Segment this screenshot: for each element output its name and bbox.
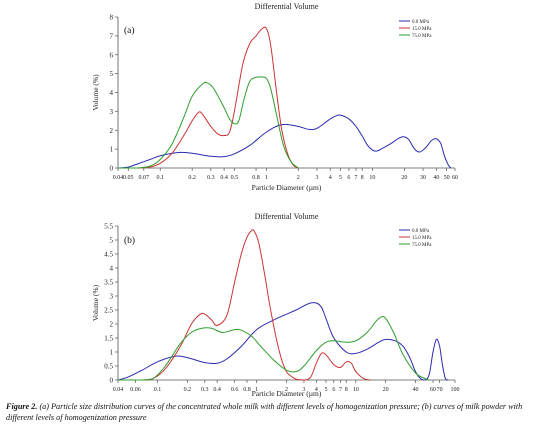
chart-a-legend-label: 75.0 MPa <box>412 34 432 39</box>
chart-a-x-tick-label: 20 <box>401 175 407 181</box>
chart-a-x-tick-label: 0.3 <box>207 175 215 181</box>
chart-b-x-tick-label: 8 <box>345 387 348 393</box>
chart-a-x-tick-label: 40 <box>433 175 439 181</box>
chart-b-legend-label: 0.0 MPa <box>412 229 430 234</box>
chart-a-y-tick-label: 4 <box>110 89 114 97</box>
chart-a-x-tick-label: 60 <box>452 175 458 181</box>
chart-b-y-tick-label: 4 <box>110 265 114 273</box>
chart-b-series-line-2 <box>117 316 430 381</box>
chart-a-x-tick-label: 10 <box>369 175 375 181</box>
chart-b-x-tick-label: 60 <box>430 387 436 393</box>
chart-a-y-tick-label: 2 <box>110 127 114 135</box>
chart-a-y-tick-label: 6 <box>110 51 114 59</box>
chart-b-x-tick-label: 1 <box>255 387 258 393</box>
chart-a-title: Differential Volume <box>255 2 319 11</box>
chart-a-x-tick-label: 6 <box>347 175 350 181</box>
chart-a-y-label: Volume (%) <box>91 74 100 111</box>
chart-b-x-tick-label: 10 <box>353 387 359 393</box>
chart-b-y-tick-label: 5 <box>110 237 114 245</box>
chart-a-x-tick-label: 50 <box>444 175 450 181</box>
chart-b-x-tick-label: 3 <box>302 387 305 393</box>
chart-b-x-tick-label: 0.1 <box>154 387 162 393</box>
chart-a-x-tick-label: 30 <box>420 175 426 181</box>
chart-a-x-tick-label: 0.1 <box>156 175 164 181</box>
caption-body: (a) Particle size distribution curves of… <box>6 402 523 422</box>
chart-b-x-tick-label: 0.3 <box>201 387 209 393</box>
chart-b-y-tick-label: 3.5 <box>104 279 113 287</box>
chart-b: Differential Volume (b) 0 0.5 1 1.5 2 2.5 3 3.5 4 4… <box>91 212 460 398</box>
chart-a-x-tick-label: 0.5 <box>231 175 239 181</box>
chart-b-x-tick-label: 2 <box>285 387 288 393</box>
chart-b-y-label: Volume (%) <box>91 284 100 321</box>
chart-a-x-tick-label: 4 <box>329 175 332 181</box>
chart-b-y-tick-label: 1.5 <box>104 335 113 343</box>
chart-a-y-tick-label: 5 <box>110 70 114 78</box>
chart-b-x-tick-label: 0.8 <box>243 387 251 393</box>
chart-b-x-tick-label: 7 <box>339 387 342 393</box>
chart-a-series-line-2 <box>118 76 299 169</box>
chart-b-title: Differential Volume <box>255 212 319 221</box>
chart-a-x-tick-label: 0.05 <box>123 175 134 181</box>
chart-b-y-tick-label: 2.5 <box>104 307 113 315</box>
chart-b-legend-label: 15.0 MPa <box>412 236 432 241</box>
chart-a-x-tick-label: 0.2 <box>188 175 196 181</box>
chart-b-x-tick-label: 0.06 <box>130 387 141 393</box>
chart-a-x-tick-label: 8 <box>361 175 364 181</box>
chart-b-panel-label: (b) <box>124 235 135 246</box>
chart-a-y-tick-label: 3 <box>110 108 114 116</box>
chart-a-series-line-1 <box>118 26 299 169</box>
chart-b-x-tick-label: 100 <box>451 387 460 393</box>
chart-a-y-tick-label: 0 <box>110 165 114 173</box>
chart-a-x-tick-label: 0.04 <box>113 175 124 181</box>
chart-b-y-tick-label: 0.5 <box>104 363 113 371</box>
chart-b-y-tick-label: 3 <box>110 293 114 301</box>
chart-a-x-tick-label: 0.4 <box>220 175 228 181</box>
chart-a-x-tick-label: 7 <box>354 175 357 181</box>
chart-a-panel-label: (a) <box>124 25 135 36</box>
chart-b-x-tick-label: 6 <box>332 387 335 393</box>
chart-b-x-tick-label: 0.6 <box>231 387 239 393</box>
chart-b-series-line-0 <box>117 302 449 381</box>
figure-caption: Figure 2. (a) Particle size distribution… <box>6 401 546 423</box>
chart-b-x-tick-label: 40 <box>413 387 419 393</box>
chart-b-y-tick-label: 0 <box>110 377 114 385</box>
chart-b-legend-label: 75.0 MPa <box>412 243 432 248</box>
chart-a-legend-label: 15.0 MPa <box>412 27 432 32</box>
chart-a-x-tick-label: 2 <box>297 175 300 181</box>
chart-b-x-tick-label: 5 <box>324 387 327 393</box>
chart-b-x-tick-label: 0.04 <box>113 387 124 393</box>
chart-a-x-tick-label: 3 <box>315 175 318 181</box>
chart-a-x-tick-label: 5 <box>339 175 342 181</box>
chart-a-series-line-0 <box>117 114 452 169</box>
chart-a-x-tick-label: 1 <box>265 175 268 181</box>
chart-a-x-label: Particle Diameter (µm) <box>252 183 322 192</box>
chart-a-y-tick-label: 7 <box>110 32 114 40</box>
chart-b-x-tick-label: 0.4 <box>213 387 221 393</box>
chart-a-y-tick-label: 1 <box>110 146 114 154</box>
chart-a-x-tick-label: 0.8 <box>252 175 260 181</box>
chart-a-y-tick-label: 8 <box>110 14 114 22</box>
chart-b-x-label: Particle Diameter (µm) <box>252 389 322 398</box>
chart-b-y-tick-label: 4.5 <box>104 251 113 259</box>
chart-a-x-tick-label: 0.07 <box>139 175 150 181</box>
chart-b-y-tick-label: 5.5 <box>104 223 113 231</box>
chart-b-x-tick-label: 70 <box>437 387 443 393</box>
chart-b-y-tick-label: 1 <box>110 349 114 357</box>
chart-b-x-tick-label: 0.2 <box>184 387 192 393</box>
chart-b-series-line-1 <box>117 229 371 381</box>
caption-lead: Figure 2. <box>6 402 38 411</box>
chart-b-x-tick-label: 4 <box>315 387 318 393</box>
chart-b-y-tick-label: 2 <box>110 321 114 329</box>
chart-a-legend-label: 0.0 MPa <box>412 20 430 25</box>
chart-b-x-tick-label: 20 <box>383 387 389 393</box>
